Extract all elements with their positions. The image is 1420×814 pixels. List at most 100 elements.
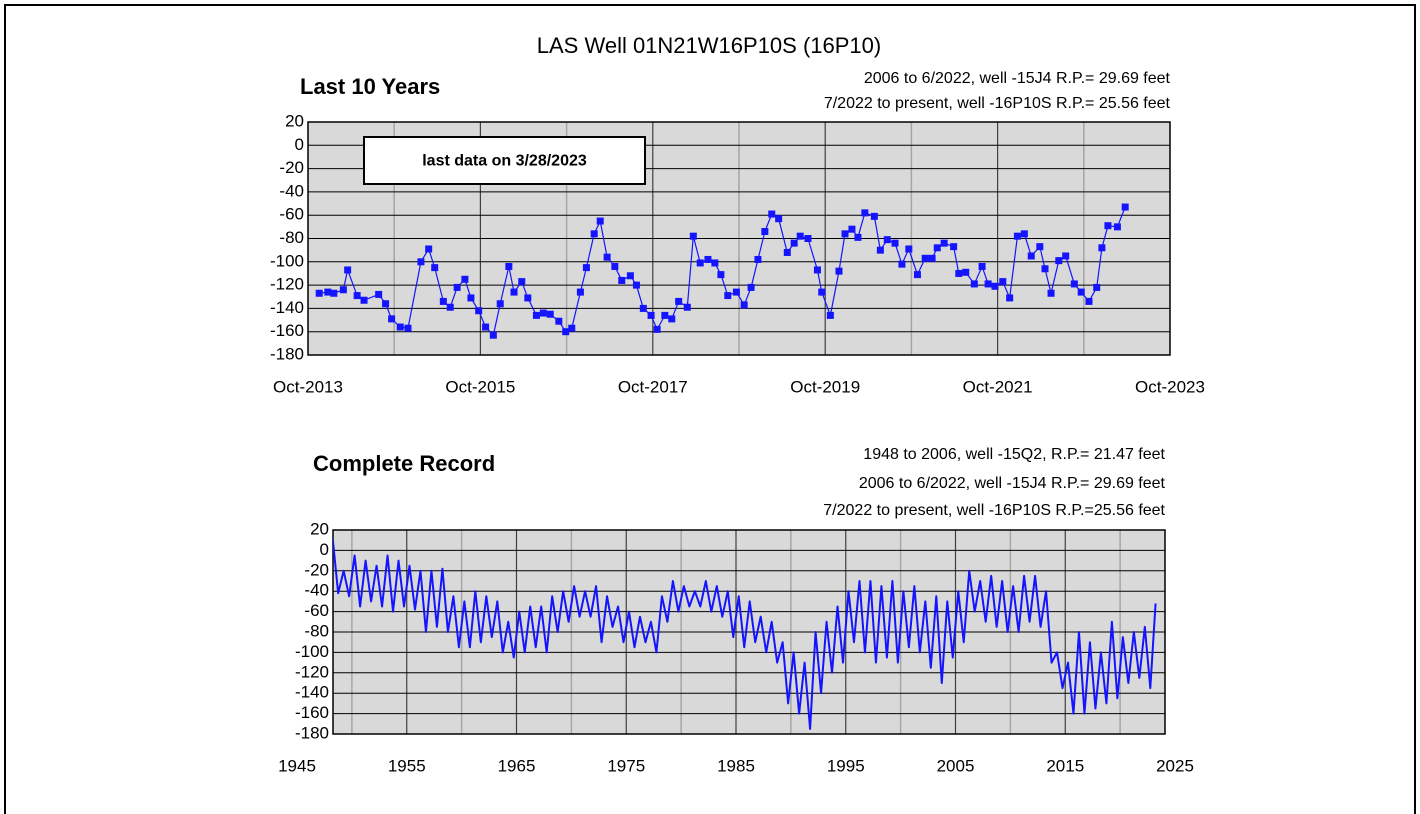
data-point [861, 209, 869, 217]
y-tick-label: -40 [279, 181, 304, 200]
data-point [970, 280, 978, 288]
data-point [1104, 222, 1112, 230]
data-point [532, 311, 540, 319]
note: 2006 to 6/2022, well -15J4 R.P.= 29.69 f… [859, 475, 1166, 492]
data-point [818, 288, 826, 296]
data-point [582, 264, 590, 272]
data-point [704, 255, 712, 263]
data-point [962, 268, 970, 276]
data-point [848, 225, 856, 233]
data-point [796, 232, 804, 240]
data-point [496, 300, 504, 308]
data-point [425, 245, 433, 253]
data-point [950, 243, 958, 251]
data-point [732, 288, 740, 296]
data-point [668, 315, 676, 323]
data-point [854, 233, 862, 241]
data-point [482, 323, 490, 331]
chart-title: Complete Record [313, 451, 495, 476]
y-tick-label: -100 [295, 642, 329, 661]
data-point [653, 325, 661, 333]
data-point [775, 215, 783, 223]
data-point [696, 259, 704, 267]
data-point [315, 289, 323, 297]
data-point [431, 264, 439, 272]
data-point [883, 236, 891, 244]
data-point [596, 217, 604, 225]
y-tick-label: -160 [295, 703, 329, 722]
x-tick-label: 1995 [827, 756, 865, 775]
y-tick-label: -180 [270, 344, 304, 363]
y-tick-label: 0 [295, 135, 304, 154]
y-tick-label: -120 [270, 275, 304, 294]
data-point [898, 260, 906, 268]
data-point [783, 248, 791, 256]
data-point [891, 239, 899, 247]
data-point [1093, 283, 1101, 291]
data-point [740, 301, 748, 309]
plot-border [332, 529, 1166, 735]
data-point [518, 278, 526, 286]
x-tick-label: 2015 [1046, 756, 1084, 775]
y-tick-label: -140 [270, 298, 304, 317]
data-point [761, 228, 769, 236]
data-point [539, 309, 547, 317]
data-point [467, 294, 475, 302]
data-point [1020, 230, 1028, 238]
data-point [689, 232, 697, 240]
data-point [991, 282, 999, 290]
frame [4, 4, 1416, 814]
x-tick-label: Oct-2019 [790, 377, 860, 396]
data-point [754, 255, 762, 263]
data-point [339, 286, 347, 294]
data-point [375, 290, 383, 298]
data-point [1121, 203, 1129, 211]
x-tick-label: Oct-2015 [445, 377, 515, 396]
x-tick-label: Oct-2017 [618, 377, 688, 396]
data-point [461, 275, 469, 283]
y-tick-label: -80 [279, 228, 304, 247]
y-tick-label: -20 [279, 158, 304, 177]
data-point [933, 244, 941, 252]
data-point [928, 254, 936, 262]
data-point [905, 245, 913, 253]
note: 2006 to 6/2022, well -15J4 R.P.= 29.69 f… [864, 70, 1171, 87]
data-point [396, 323, 404, 331]
y-tick-label: -120 [295, 662, 329, 681]
data-point [562, 328, 570, 336]
data-point [711, 259, 719, 267]
x-tick-label: 1985 [717, 756, 755, 775]
data-point [590, 230, 598, 238]
data-point [768, 210, 776, 218]
data-point [439, 297, 447, 305]
data-point [603, 253, 611, 261]
data-point [921, 254, 929, 262]
data-point [360, 296, 368, 304]
data-point [1006, 294, 1014, 302]
data-point [475, 307, 483, 315]
y-tick-label: -20 [304, 560, 329, 579]
x-tick-label: Oct-2013 [273, 377, 343, 396]
data-point [913, 271, 921, 279]
data-point [717, 271, 725, 279]
data-point [404, 324, 412, 332]
y-tick-label: -60 [279, 205, 304, 224]
data-point [382, 300, 390, 308]
x-tick-label: Oct-2021 [963, 377, 1033, 396]
x-tick-label: 2025 [1156, 756, 1194, 775]
data-point [632, 281, 640, 289]
y-tick-label: 0 [320, 540, 329, 559]
data-point [999, 278, 1007, 286]
y-tick-label: -40 [304, 581, 329, 600]
x-tick-label: 1955 [388, 756, 426, 775]
data-point [1070, 280, 1078, 288]
x-tick-label: Oct-2023 [1135, 377, 1205, 396]
data-point [683, 303, 691, 311]
data-point [555, 317, 563, 325]
data-point [955, 269, 963, 277]
page-title: LAS Well 01N21W16P10S (16P10) [537, 33, 881, 58]
chart-title: Last 10 Years [300, 74, 440, 99]
data-point [1013, 232, 1021, 240]
data-point [1113, 223, 1121, 231]
